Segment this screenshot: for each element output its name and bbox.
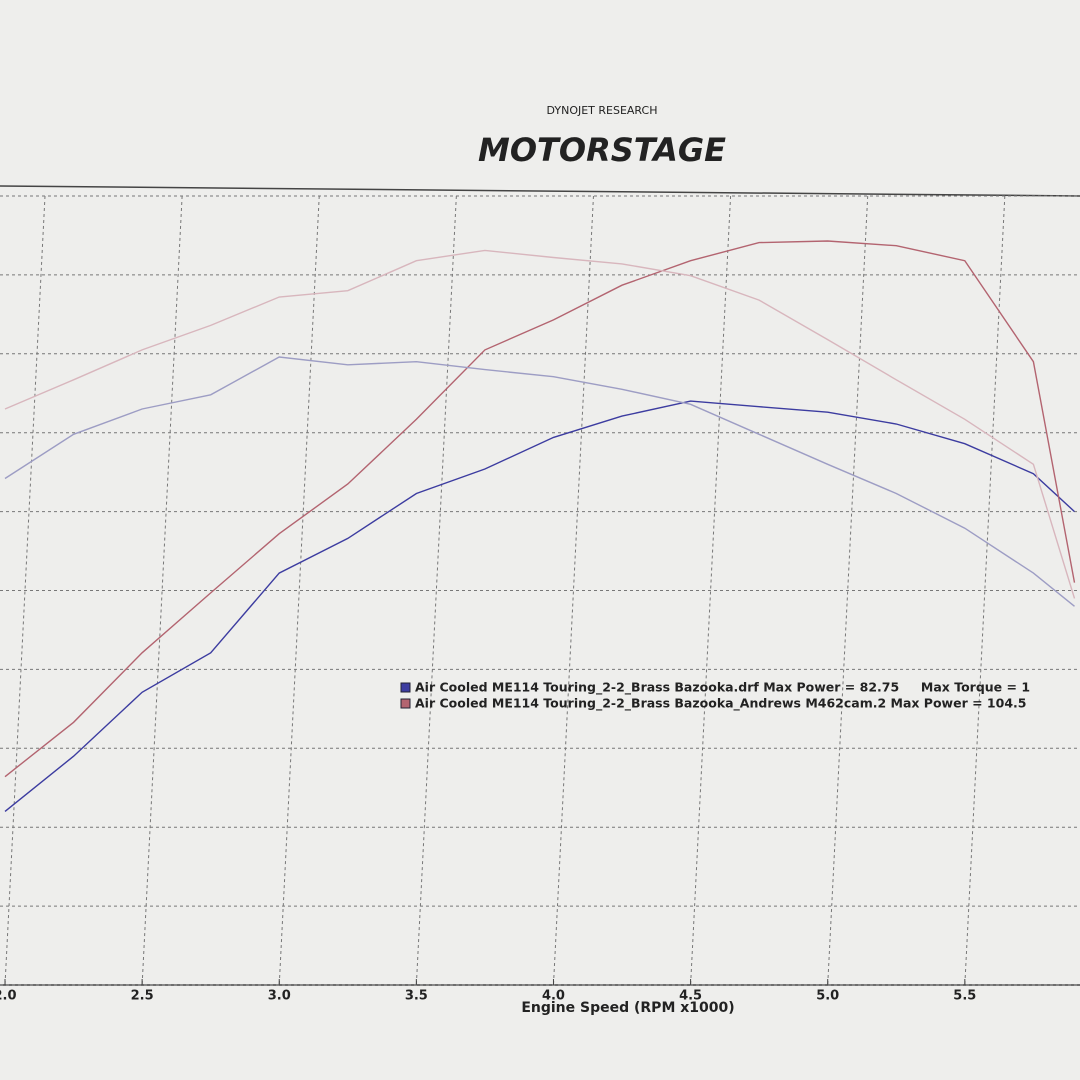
series-line [4, 400, 1075, 812]
legend-swatch [400, 698, 411, 709]
x-tick-label: 2.0 [0, 989, 17, 1004]
x-tick-label: 5.0 [816, 989, 839, 1004]
x-axis-label: Engine Speed (RPM x1000) [521, 1000, 734, 1016]
x-tick-label: 4.5 [679, 989, 702, 1004]
chart-title: MOTORSTAGE [478, 131, 726, 169]
x-tick-label: 2.5 [131, 989, 154, 1004]
x-tick-label: 5.5 [953, 989, 976, 1004]
x-tick-label: 4.0 [542, 989, 565, 1004]
series-line [4, 249, 1076, 599]
legend-label: Air Cooled ME114 Touring_2-2_Brass Bazoo… [415, 680, 1030, 696]
plot-top-border [0, 185, 1080, 197]
x-tick-label: 3.0 [268, 989, 291, 1004]
series-line [4, 240, 1076, 778]
x-tick-label: 3.5 [405, 989, 428, 1004]
legend-label: Air Cooled ME114 Touring_2-2_Brass Bazoo… [415, 696, 1026, 712]
series-line [4, 356, 1075, 607]
legend-swatch [400, 682, 411, 693]
chart-supertitle: DYNOJET RESEARCH [547, 104, 658, 117]
